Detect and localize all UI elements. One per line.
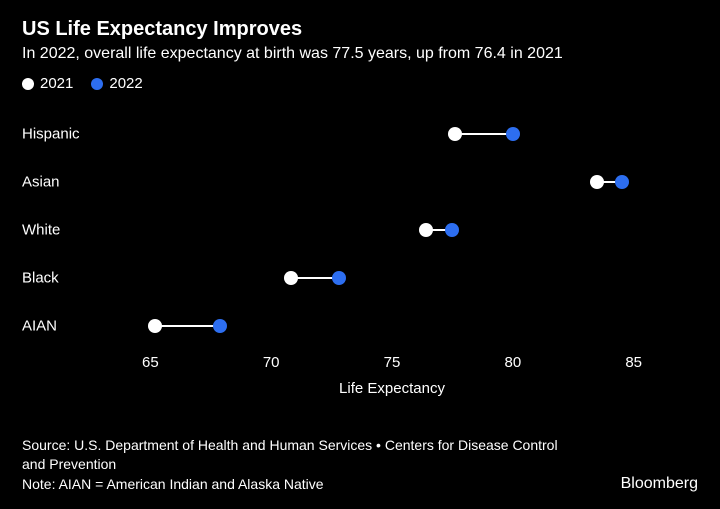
note-text: Note: AIAN = American Indian and Alaska …	[22, 475, 698, 493]
legend-swatch-2021	[22, 78, 34, 90]
category-label: AIAN	[22, 317, 98, 334]
plot: HispanicAsianWhiteBlackAIAN	[102, 112, 682, 352]
category-label: Asian	[22, 173, 98, 190]
dot-2021	[148, 319, 162, 333]
dot-2021	[284, 271, 298, 285]
x-tick: 70	[263, 354, 280, 371]
source-text: Source: U.S. Department of Health and Hu…	[22, 436, 582, 472]
legend: 2021 2022	[22, 75, 698, 92]
legend-label-2022: 2022	[109, 75, 142, 92]
dot-2022	[506, 127, 520, 141]
x-tick: 80	[504, 354, 521, 371]
legend-swatch-2022	[91, 78, 103, 90]
footer: Source: U.S. Department of Health and Hu…	[22, 436, 698, 493]
connector-line	[155, 325, 220, 327]
dot-2022	[332, 271, 346, 285]
chart-subtitle: In 2022, overall life expectancy at birt…	[22, 45, 698, 63]
dot-2022	[445, 223, 459, 237]
dot-2021	[590, 175, 604, 189]
legend-label-2021: 2021	[40, 75, 73, 92]
category-label: Black	[22, 269, 98, 286]
x-tick: 85	[625, 354, 642, 371]
dot-2022	[615, 175, 629, 189]
dot-2022	[213, 319, 227, 333]
category-label: Hispanic	[22, 125, 98, 142]
chart-title: US Life Expectancy Improves	[22, 18, 698, 41]
dot-2021	[448, 127, 462, 141]
brand-label: Bloomberg	[621, 475, 698, 493]
chart-area: HispanicAsianWhiteBlackAIAN Life Expecta…	[22, 102, 698, 402]
x-tick: 75	[384, 354, 401, 371]
x-axis-label: Life Expectancy	[102, 380, 682, 397]
legend-item-2021: 2021	[22, 75, 73, 92]
category-label: White	[22, 221, 98, 238]
legend-item-2022: 2022	[91, 75, 142, 92]
connector-line	[455, 133, 513, 135]
x-tick: 65	[142, 354, 159, 371]
dot-2021	[419, 223, 433, 237]
